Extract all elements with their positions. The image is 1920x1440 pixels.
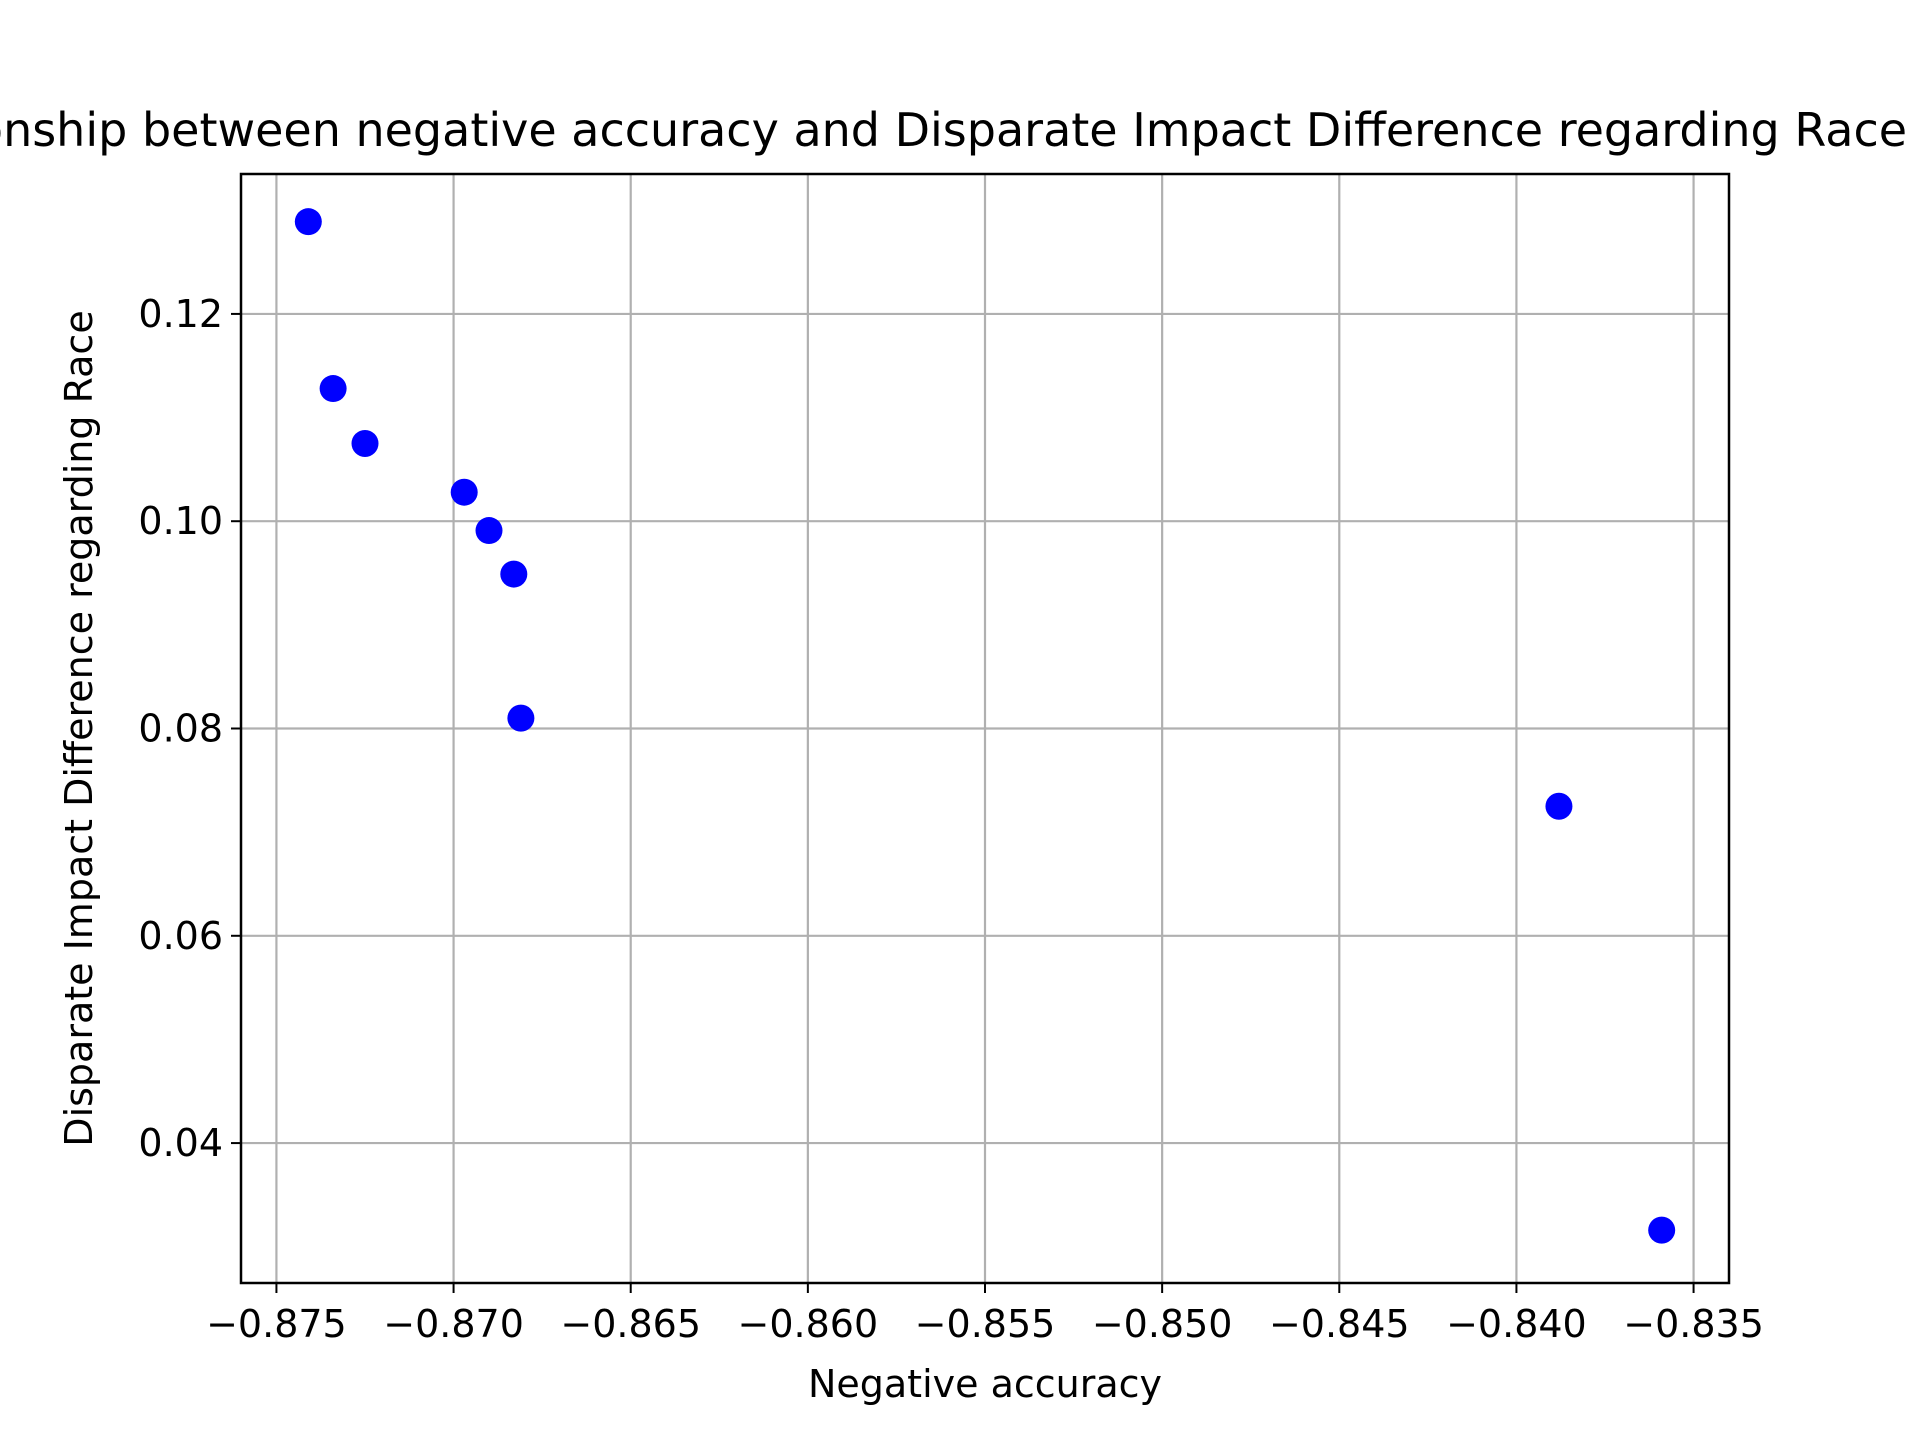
x-axis-ticks: −0.875 −0.870 −0.865 −0.860 −0.855 −0.850 −0.8… — [206, 1283, 1764, 1346]
x-tick-label: −0.845 — [1269, 1302, 1410, 1346]
y-tick-label: 0.10 — [138, 499, 223, 543]
data-point — [450, 478, 478, 506]
data-points — [294, 208, 1676, 1244]
data-point — [475, 517, 503, 545]
y-axis-label: Disparate Impact Difference regarding Ra… — [57, 310, 101, 1146]
data-point — [319, 375, 347, 403]
data-point — [1545, 792, 1573, 820]
x-tick-label: −0.870 — [383, 1302, 524, 1346]
y-tick-label: 0.08 — [138, 707, 223, 751]
chart-title: Relationship between negative accuracy a… — [0, 103, 1920, 157]
data-point — [507, 704, 535, 732]
y-tick-label: 0.06 — [138, 914, 223, 958]
x-tick-label: −0.850 — [1092, 1302, 1233, 1346]
x-tick-label: −0.865 — [560, 1302, 701, 1346]
y-tick-label: 0.04 — [138, 1121, 223, 1165]
x-tick-label: −0.855 — [915, 1302, 1056, 1346]
data-point — [1648, 1216, 1676, 1244]
x-tick-label: −0.875 — [206, 1302, 347, 1346]
x-tick-label: −0.835 — [1623, 1302, 1764, 1346]
x-tick-label: −0.860 — [738, 1302, 879, 1346]
y-tick-label: 0.12 — [138, 292, 223, 336]
data-point — [500, 560, 528, 588]
x-tick-label: −0.840 — [1446, 1302, 1587, 1346]
data-point — [294, 208, 322, 236]
y-axis-ticks: 0.04 0.06 0.08 0.10 0.12 — [138, 292, 241, 1165]
x-axis-label: Negative accuracy — [808, 1362, 1162, 1406]
grid-lines — [241, 174, 1729, 1283]
data-point — [351, 429, 379, 457]
